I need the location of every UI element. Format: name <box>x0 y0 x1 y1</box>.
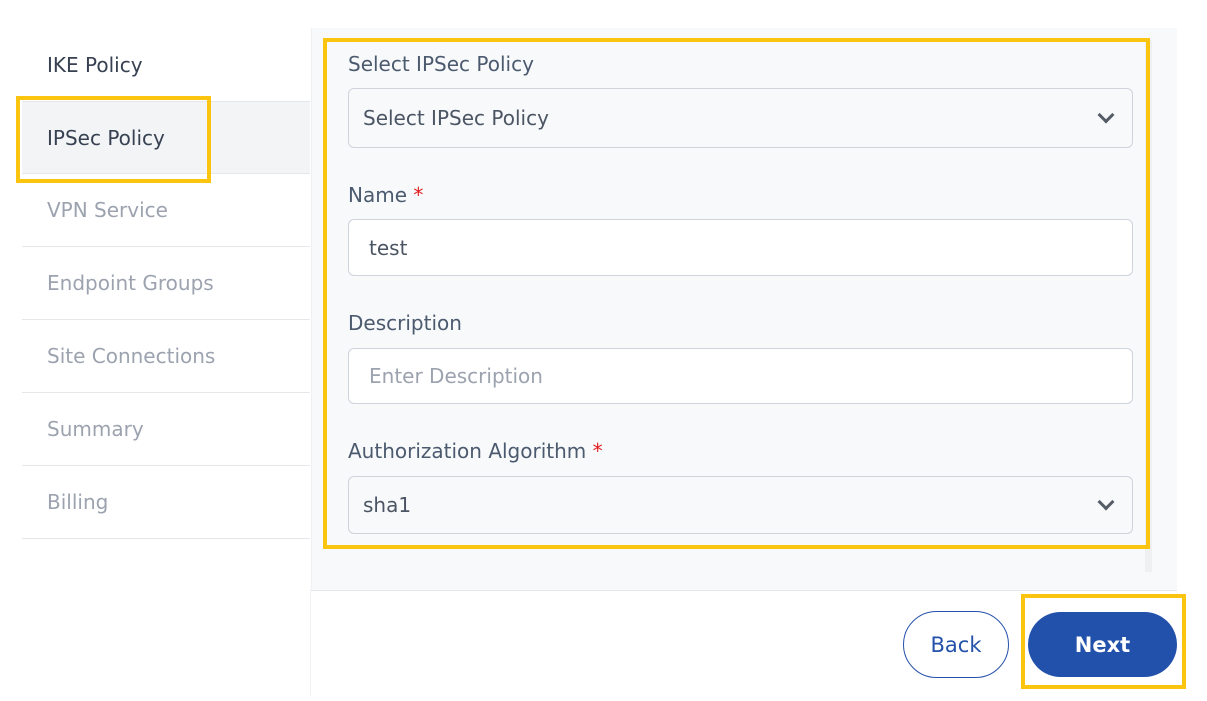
sidebar-item-label: IPSec Policy <box>47 125 165 150</box>
footer-divider <box>311 590 1177 591</box>
sidebar-item-summary[interactable]: Summary <box>22 393 310 466</box>
sidebar-item-ipsec-policy[interactable]: IPSec Policy <box>22 101 310 174</box>
chevron-down-icon <box>1097 106 1115 124</box>
sidebar-divider <box>310 590 311 696</box>
sidebar-item-label: Summary <box>47 417 144 441</box>
auth-algorithm-label-text: Authorization Algorithm <box>348 439 587 463</box>
auth-algorithm-select-value: sha1 <box>363 493 412 517</box>
sidebar-item-billing[interactable]: Billing <box>22 466 310 539</box>
name-label-text: Name <box>348 183 408 207</box>
ipsec-policy-select-value: Select IPSec Policy <box>363 106 549 130</box>
description-label: Description <box>348 311 462 335</box>
back-button[interactable]: Back <box>903 611 1009 678</box>
description-input[interactable]: Enter Description <box>348 348 1133 404</box>
description-placeholder: Enter Description <box>369 364 543 388</box>
sidebar-item-label: IKE Policy <box>47 52 143 77</box>
sidebar-item-endpoint-groups[interactable]: Endpoint Groups <box>22 247 310 320</box>
next-button[interactable]: Next <box>1028 612 1177 677</box>
sidebar-item-label: Site Connections <box>47 344 216 368</box>
wizard-steps-sidebar: IKE Policy IPSec Policy VPN Service Endp… <box>22 28 310 539</box>
ipsec-policy-label: Select IPSec Policy <box>348 52 534 76</box>
required-asterisk: * <box>592 439 603 463</box>
sidebar-item-ike-policy[interactable]: IKE Policy <box>22 28 310 101</box>
name-input[interactable]: test <box>348 219 1133 276</box>
sidebar-item-vpn-service[interactable]: VPN Service <box>22 174 310 247</box>
sidebar-item-label: Billing <box>47 490 109 514</box>
auth-algorithm-label: Authorization Algorithm * <box>348 439 603 463</box>
sidebar-item-site-connections[interactable]: Site Connections <box>22 320 310 393</box>
form-scrollbar[interactable] <box>1145 40 1152 572</box>
sidebar-item-label: Endpoint Groups <box>47 271 214 295</box>
name-input-value: test <box>369 235 408 260</box>
name-label: Name * <box>348 183 423 207</box>
ipsec-policy-select[interactable]: Select IPSec Policy <box>348 88 1133 148</box>
auth-algorithm-select[interactable]: sha1 <box>348 476 1133 534</box>
sidebar-item-label: VPN Service <box>47 198 168 222</box>
required-asterisk: * <box>413 183 424 207</box>
chevron-down-icon <box>1097 493 1115 511</box>
